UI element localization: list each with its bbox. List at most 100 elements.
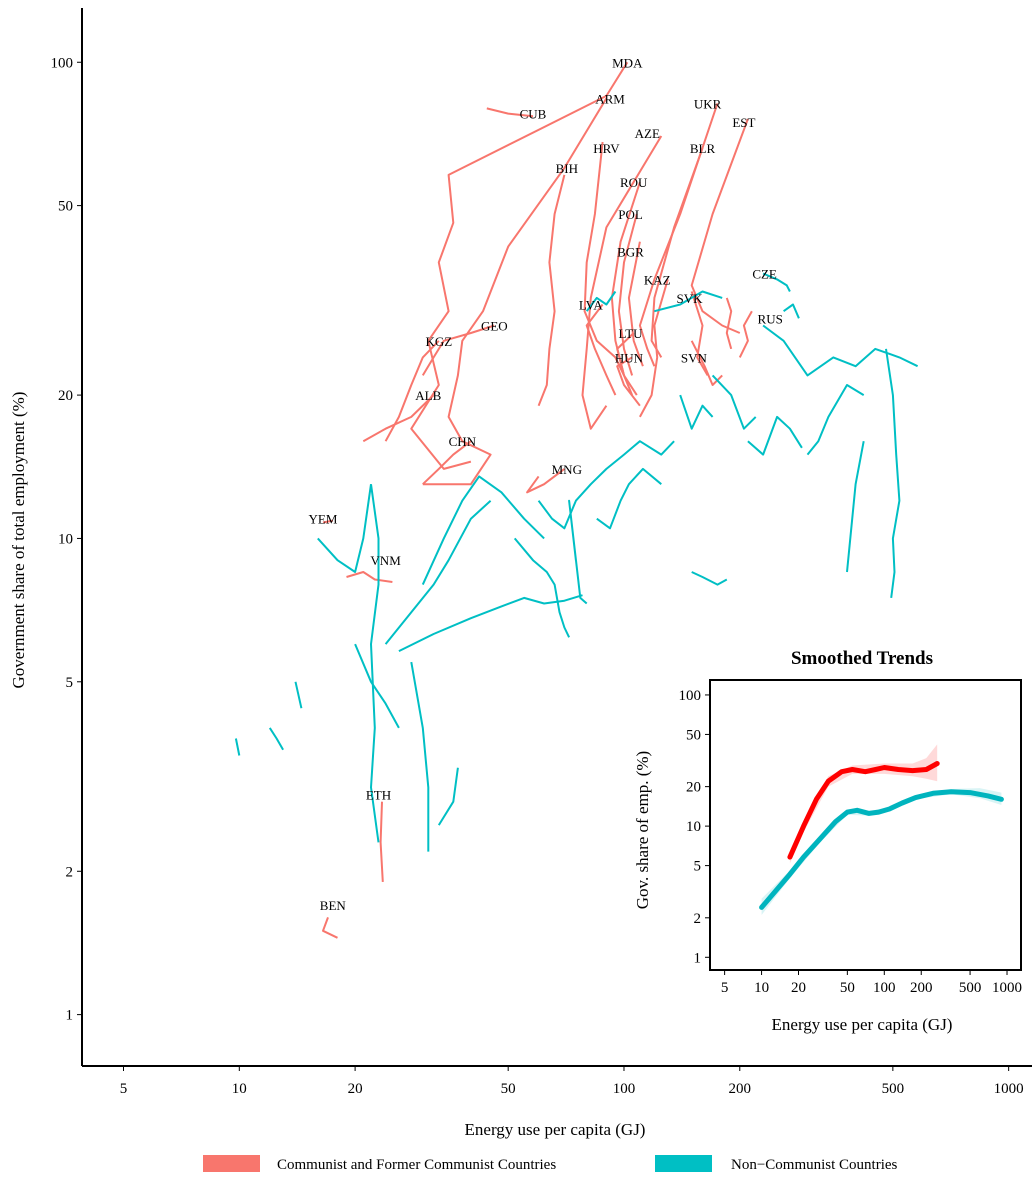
series-line-communist <box>421 324 495 376</box>
series-line-communist <box>410 61 629 470</box>
main-plot-panel: 5 10 20 50 100 200 500 1000 1 2 5 10 20 50 100 MDA ARM CU… <box>51 8 1032 1097</box>
legend-label-non-communist: Non−Communist Countries <box>731 1157 898 1173</box>
inset-x-axis-title: Energy use per capita (GJ) <box>772 1015 953 1034</box>
legend-label-communist: Communist and Former Communist Countries <box>277 1157 556 1173</box>
smooth-line-non-communist <box>759 789 1004 910</box>
y-tick-label: 1 <box>66 1008 74 1024</box>
inset-y-tick-label: 1 <box>694 950 702 966</box>
legend-swatch-communist <box>203 1155 260 1172</box>
inset-x-tick-label: 10 <box>754 980 769 996</box>
series-line-non-communist <box>398 594 583 652</box>
series-line-communist <box>616 356 641 407</box>
series-line-communist <box>322 917 338 939</box>
country-label: BIH <box>556 161 578 176</box>
series-line-non-communist <box>747 415 803 456</box>
series-line-communist <box>583 141 625 376</box>
series-line-non-communist <box>234 738 241 756</box>
inset-y-tick-label: 10 <box>686 819 701 835</box>
series-line-non-communist <box>679 394 714 430</box>
country-label: CUB <box>520 107 547 122</box>
series-line-communist <box>526 468 566 494</box>
inset-x-tick-label: 500 <box>959 980 982 996</box>
inset-x-tick-label: 5 <box>721 980 729 996</box>
series-line-non-communist <box>806 384 865 456</box>
series-line-non-communist <box>762 324 919 377</box>
x-tick-label: 200 <box>729 1081 752 1097</box>
series-line-communist <box>616 332 638 396</box>
country-label: BEN <box>320 898 347 913</box>
inset-plot-panel: 5 10 20 50 100 200 500 1000 1 2 5 10 20 50 100 <box>679 679 1022 996</box>
series-line-communist <box>690 118 749 334</box>
series-line-non-communist <box>885 348 901 599</box>
country-label: ETH <box>366 787 391 802</box>
series-line-non-communist <box>711 374 757 430</box>
series-line-non-communist <box>585 290 617 312</box>
series-line-communist <box>422 440 472 485</box>
y-tick-label: 5 <box>66 675 74 691</box>
series-line-non-communist <box>294 681 303 709</box>
smooth-confidence-band <box>789 744 938 864</box>
series-line-communist <box>486 107 534 118</box>
country-label: KGZ <box>425 334 452 349</box>
y-tick-label: 10 <box>58 531 73 547</box>
y-tick-label: 100 <box>51 55 74 71</box>
series-line-communist <box>322 519 333 524</box>
country-label: LVA <box>579 298 603 313</box>
series-line-communist <box>627 241 644 367</box>
country-label: UKR <box>694 96 722 111</box>
series-line-non-communist <box>513 537 571 638</box>
y-tick-label: 2 <box>66 864 74 880</box>
inset-x-tick-label: 1000 <box>992 980 1022 996</box>
inset-x-tick-label: 100 <box>873 980 896 996</box>
series-line-communist <box>346 571 393 583</box>
x-tick-label: 20 <box>348 1081 363 1097</box>
smooth-line-communist <box>787 761 940 860</box>
inset-x-tick-label: 50 <box>840 980 855 996</box>
inset-y-tick-label: 2 <box>694 911 702 927</box>
country-label: ROU <box>620 175 648 190</box>
series-line-communist <box>585 303 617 396</box>
x-tick-label: 5 <box>120 1081 128 1097</box>
inset-y-tick-label: 5 <box>694 859 702 875</box>
country-label: ARM <box>595 91 625 106</box>
series-line-non-communist <box>762 272 791 292</box>
series-line-communist <box>725 297 733 350</box>
legend-swatch-non-communist <box>655 1155 712 1172</box>
country-label: YEM <box>309 512 338 527</box>
country-label: SVK <box>676 291 703 306</box>
x-tick-label: 100 <box>613 1081 636 1097</box>
series-line-non-communist <box>421 475 545 586</box>
inset-y-axis-title: Gov. share of emp. (%) <box>633 751 652 909</box>
country-label: HRV <box>593 141 620 156</box>
country-label: LTU <box>618 326 643 341</box>
country-label: BGR <box>617 245 644 260</box>
series-line-non-communist <box>691 571 728 586</box>
country-label: MDA <box>612 55 643 70</box>
series-line-non-communist <box>384 499 492 645</box>
country-label: ALB <box>415 388 441 403</box>
series-line-non-communist <box>370 484 380 843</box>
country-label: CZE <box>752 267 777 282</box>
series-line-non-communist <box>537 440 675 530</box>
y-tick-label: 20 <box>58 388 73 404</box>
series-line-non-communist <box>654 290 723 313</box>
country-label: SVN <box>681 350 708 365</box>
series-line-communist <box>537 174 566 407</box>
series-line-non-communist <box>268 727 284 751</box>
y-tick-label: 50 <box>58 199 73 215</box>
country-label: GEO <box>481 319 508 334</box>
x-tick-label: 1000 <box>994 1081 1024 1097</box>
series-line-communist <box>690 291 709 376</box>
series-line-non-communist <box>846 441 865 573</box>
country-label: BLR <box>690 141 716 156</box>
x-axis-title: Energy use per capita (GJ) <box>465 1120 646 1139</box>
inset-frame <box>709 679 1022 971</box>
inset-title: Smoothed Trends <box>791 648 933 669</box>
country-label: AZE <box>635 126 660 141</box>
series-line-communist <box>581 135 663 430</box>
series-line-communist <box>379 801 384 882</box>
country-label: RUS <box>758 311 783 326</box>
